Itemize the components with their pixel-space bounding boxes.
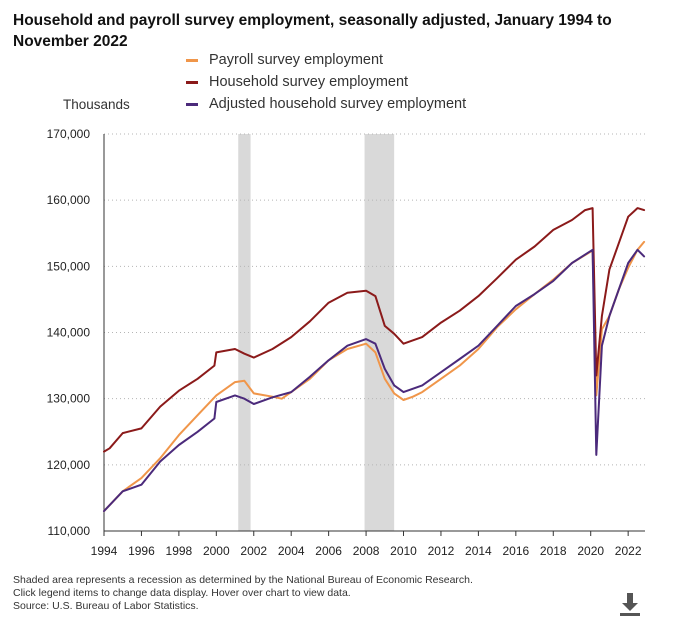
- legend-swatch-household: [186, 80, 198, 84]
- footnote-source: Source: U.S. Bureau of Labor Statistics.: [13, 600, 199, 612]
- y-tick-label: 170,000: [47, 127, 91, 141]
- legend-swatch-adjusted-household: [186, 102, 198, 106]
- x-tick-label: 2004: [278, 544, 305, 558]
- x-tick-label: 2016: [502, 544, 529, 558]
- chart-title: Household and payroll survey employment,…: [13, 12, 612, 50]
- y-tick-label: 120,000: [47, 458, 91, 472]
- x-tick-label: 1996: [128, 544, 155, 558]
- y-tick-label: 150,000: [47, 259, 91, 273]
- footnote-instructions: Click legend items to change data displa…: [13, 587, 351, 599]
- x-tick-label: 2018: [540, 544, 567, 558]
- x-tick-label: 2022: [615, 544, 642, 558]
- y-tick-label: 110,000: [48, 524, 91, 538]
- y-tick-label: 160,000: [47, 193, 91, 207]
- series-line-adjusted-household: [103, 248, 646, 513]
- chart-legend: Payroll survey employment Household surv…: [186, 49, 466, 115]
- y-tick-label: 140,000: [47, 326, 91, 340]
- x-tick-label: 2008: [353, 544, 380, 558]
- legend-item-payroll[interactable]: Payroll survey employment: [186, 49, 466, 71]
- y-axis-unit-label: Thousands: [63, 97, 130, 112]
- series-line-household: [103, 207, 646, 453]
- legend-label-adjusted-household: Adjusted household survey employment: [209, 96, 467, 112]
- chart-plot-area[interactable]: 110,000 120,000 130,000 140,000 150,000 160,0…: [0, 0, 680, 570]
- x-tick-label: 2000: [203, 544, 230, 558]
- download-button[interactable]: [619, 592, 641, 618]
- recession-band-1: [364, 134, 395, 531]
- legend-item-adjusted-household[interactable]: Adjusted household survey employment: [186, 93, 466, 115]
- x-tick-label: 1994: [91, 544, 118, 558]
- x-tick-label: 2010: [390, 544, 417, 558]
- legend-label-household: Household survey employment: [209, 74, 409, 90]
- footnotes: Shaded area represents a recession as de…: [13, 574, 473, 613]
- x-tick-label: 1998: [166, 544, 193, 558]
- legend-label-payroll: Payroll survey employment: [209, 52, 384, 68]
- x-tick-label: 2002: [240, 544, 267, 558]
- legend-swatch-payroll: [186, 58, 198, 62]
- x-tick-label: 2006: [315, 544, 342, 558]
- x-tick-label: 2012: [428, 544, 455, 558]
- download-icon: [620, 593, 640, 616]
- x-tick-label: 2020: [577, 544, 604, 558]
- footnote-recession: Shaded area represents a recession as de…: [13, 574, 473, 586]
- x-tick-label: 2014: [465, 544, 492, 558]
- legend-item-household[interactable]: Household survey employment: [186, 71, 466, 93]
- y-tick-label: 130,000: [47, 392, 91, 406]
